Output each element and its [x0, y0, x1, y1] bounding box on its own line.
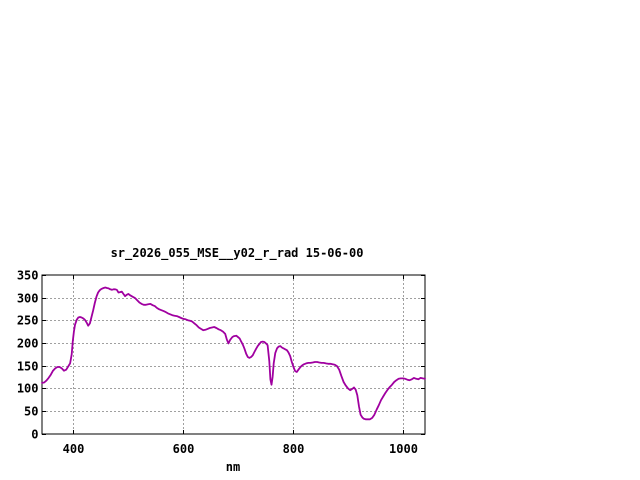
- y-tick-label: 0: [31, 428, 38, 442]
- axis-ticks: [42, 274, 425, 435]
- y-tick-label: 250: [17, 314, 39, 328]
- axis-tick-labels: 400 600 800 1000 0 50 100 150 200 250 300 350: [17, 269, 418, 457]
- chart-title: sr_2026_055_MSE__y02_r_rad 15-06-00: [111, 246, 364, 261]
- x-tick-label: 1000: [389, 442, 418, 456]
- plot-border: [41, 274, 426, 435]
- y-tick-label: 200: [17, 337, 39, 351]
- spectrum-line: [41, 286, 426, 421]
- x-tick-label: 800: [283, 442, 305, 456]
- x-tick-label: 600: [173, 442, 195, 456]
- y-tick-label: 100: [17, 382, 39, 396]
- x-axis-label: nm: [226, 460, 240, 474]
- y-tick-label: 50: [24, 405, 38, 419]
- gridlines: [42, 274, 425, 434]
- y-tick-label: 150: [17, 360, 39, 374]
- x-tick-label: 400: [63, 442, 85, 456]
- y-tick-label: 300: [17, 292, 39, 306]
- y-tick-label: 350: [17, 269, 39, 283]
